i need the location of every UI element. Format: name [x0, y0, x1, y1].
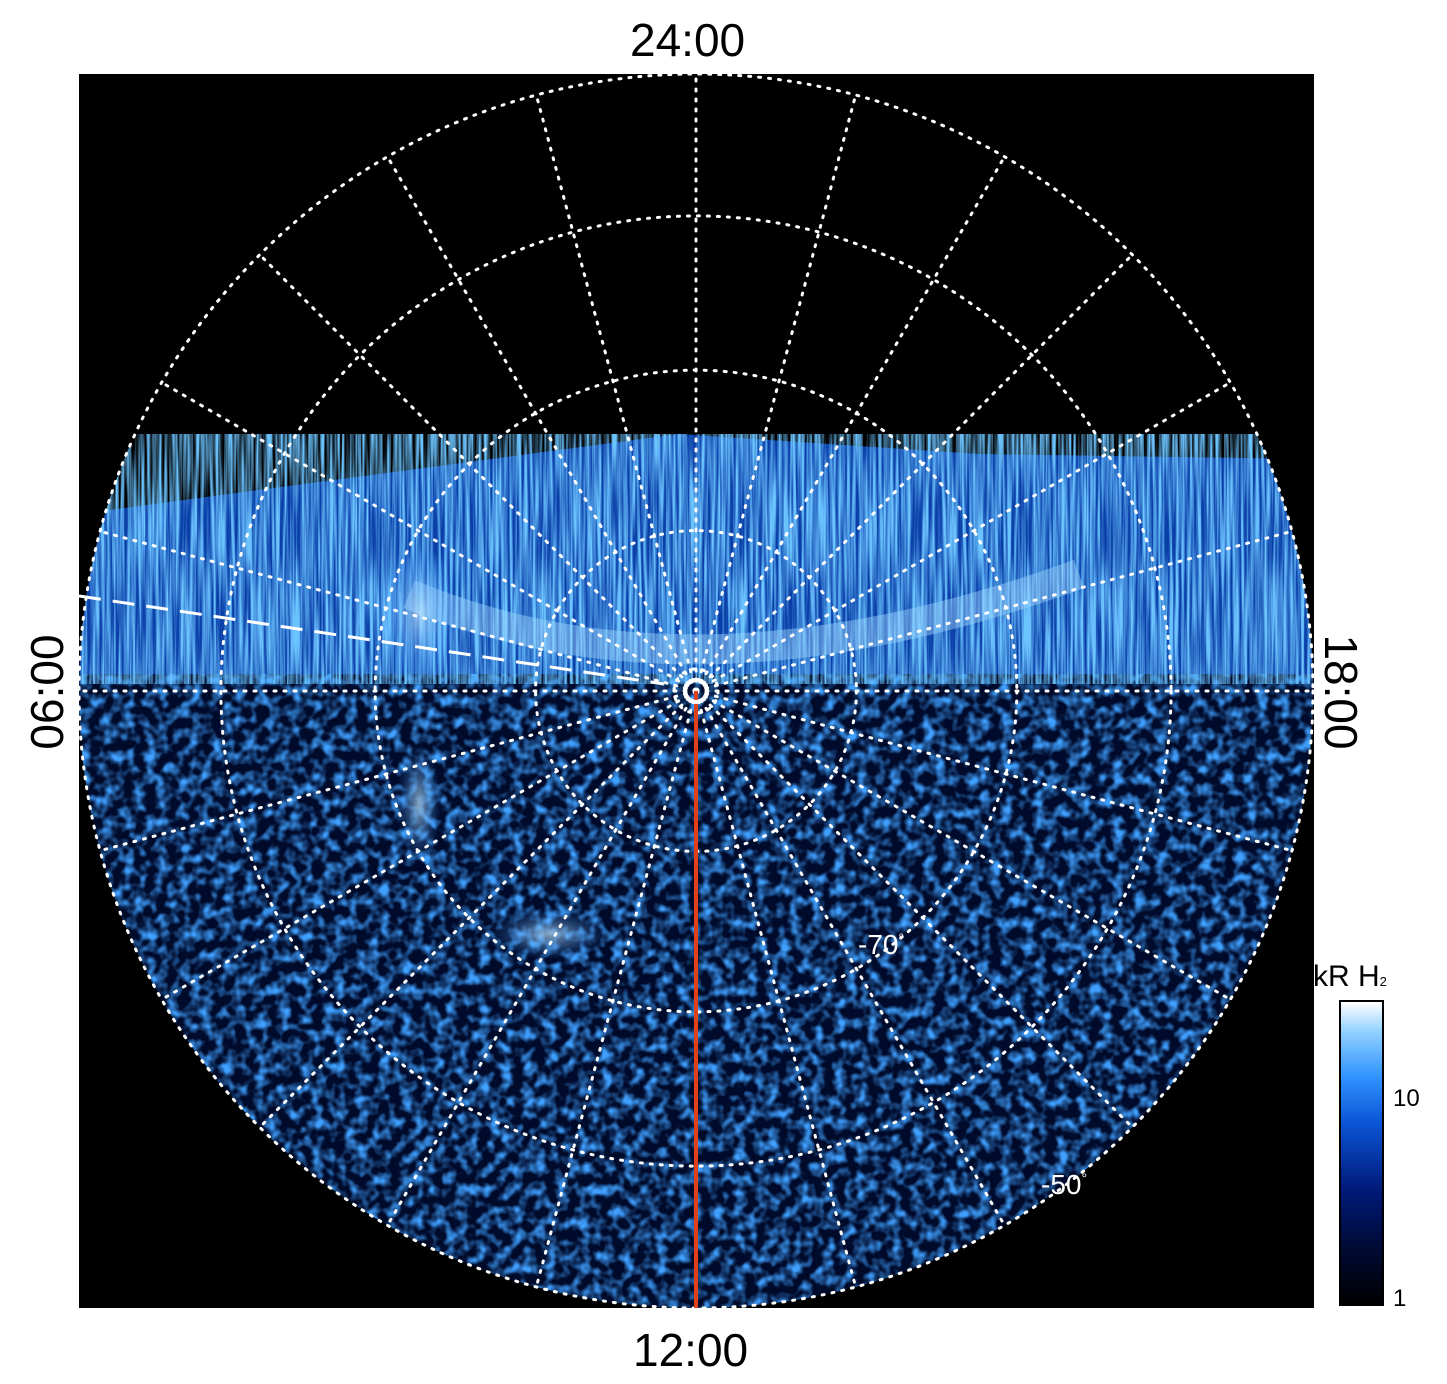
pole-marker — [683, 678, 709, 704]
meridian-line — [694, 689, 1294, 853]
meridian-line — [694, 381, 1232, 693]
local-time-label-dusk: 18:00 — [1315, 634, 1367, 750]
meridian-line — [694, 689, 1134, 1129]
polar-map-graphic — [79, 74, 1314, 1308]
local-time-label-noon: 12:00 — [633, 1324, 749, 1376]
local-time-label-dawn: 06:00 — [21, 634, 73, 750]
latitude-label-50: -50° — [1041, 1169, 1088, 1200]
meridian-line — [386, 689, 698, 1227]
meridian-line — [694, 529, 1294, 693]
polar-projection-map: -70° -50° — [79, 74, 1314, 1308]
meridian-line — [694, 689, 1006, 1227]
latitude-circle — [79, 74, 1314, 1308]
meridian-line — [694, 689, 858, 1289]
meridian-line — [534, 93, 698, 693]
meridian-line — [258, 253, 698, 693]
dashed-boundary-line — [79, 594, 665, 686]
meridian-line — [160, 381, 698, 693]
latitude-circle — [219, 214, 1173, 1168]
meridian-line — [258, 689, 698, 1129]
meridian-line — [98, 529, 698, 693]
meridian-line — [534, 689, 698, 1289]
meridian-line — [160, 689, 698, 1001]
meridian-line — [694, 253, 1134, 693]
meridian-line — [98, 689, 698, 853]
meridian-line — [694, 689, 1232, 1001]
meridian-line — [694, 155, 1006, 693]
colorbar — [1339, 1000, 1384, 1306]
colorbar-title: kR H2 — [1313, 960, 1387, 993]
latitude-label-70: -70° — [858, 929, 905, 960]
local-time-label-midnight: 24:00 — [630, 14, 746, 66]
colorbar-tick-10: 10 — [1393, 1085, 1420, 1112]
meridian-line — [694, 93, 858, 693]
colorbar-tick-1: 1 — [1393, 1285, 1407, 1312]
meridian-line — [386, 155, 698, 693]
